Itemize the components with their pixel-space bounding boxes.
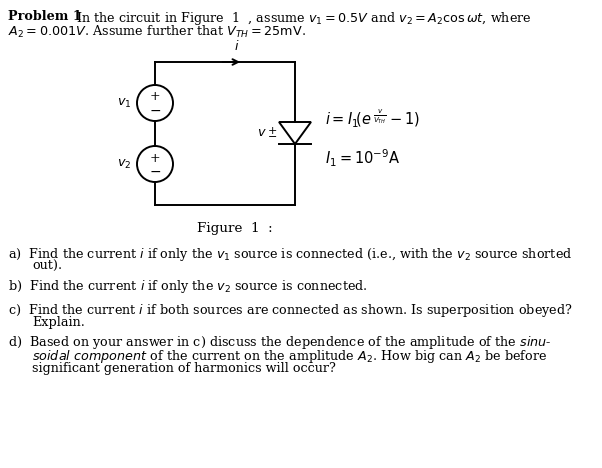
Text: +: + bbox=[268, 126, 277, 136]
Text: d)  Based on your answer in c) discuss the dependence of the amplitude of the $\: d) Based on your answer in c) discuss th… bbox=[8, 334, 551, 351]
Text: $\mathit{soidal\ component}$ of the current on the amplitude $A_2$. How big can : $\mathit{soidal\ component}$ of the curr… bbox=[32, 348, 547, 365]
Text: out).: out). bbox=[32, 260, 62, 273]
Text: c)  Find the current $i$ if both sources are connected as shown. Is superpositio: c) Find the current $i$ if both sources … bbox=[8, 302, 573, 319]
Text: $v_2$: $v_2$ bbox=[117, 157, 131, 170]
Text: +: + bbox=[150, 152, 160, 164]
Text: $i$: $i$ bbox=[234, 39, 239, 53]
Text: Explain.: Explain. bbox=[32, 316, 85, 329]
Text: $I_1 = 10^{-9}\mathrm{A}$: $I_1 = 10^{-9}\mathrm{A}$ bbox=[325, 147, 400, 168]
Text: significant generation of harmonics will occur?: significant generation of harmonics will… bbox=[32, 362, 336, 375]
Text: $-$: $-$ bbox=[267, 130, 277, 140]
Text: $-$: $-$ bbox=[149, 164, 161, 178]
Text: Figure  1  :: Figure 1 : bbox=[197, 222, 273, 235]
Text: $A_2 = 0.001V$. Assume further that $V_{TH} = 25\mathrm{mV}$.: $A_2 = 0.001V$. Assume further that $V_{… bbox=[8, 24, 306, 40]
Text: Problem 1: Problem 1 bbox=[8, 10, 82, 23]
Text: $v$: $v$ bbox=[257, 126, 267, 139]
Text: +: + bbox=[150, 90, 160, 103]
Text: b)  Find the current $i$ if only the $v_2$ source is connected.: b) Find the current $i$ if only the $v_2… bbox=[8, 278, 368, 295]
Text: $-$: $-$ bbox=[149, 103, 161, 117]
Text: $i = I_1\!\left(e^{\,\frac{v}{V_{TH}}} - 1\right)$: $i = I_1\!\left(e^{\,\frac{v}{V_{TH}}} -… bbox=[325, 107, 420, 129]
Text: a)  Find the current $i$ if only the $v_1$ source is connected (i.e., with the $: a) Find the current $i$ if only the $v_1… bbox=[8, 246, 573, 263]
Text: $v_1$: $v_1$ bbox=[117, 96, 131, 110]
Text: In the circuit in Figure  1  , assume $v_1 = 0.5V$ and $v_2 = A_2\cos\omega t$, : In the circuit in Figure 1 , assume $v_1… bbox=[76, 10, 532, 27]
